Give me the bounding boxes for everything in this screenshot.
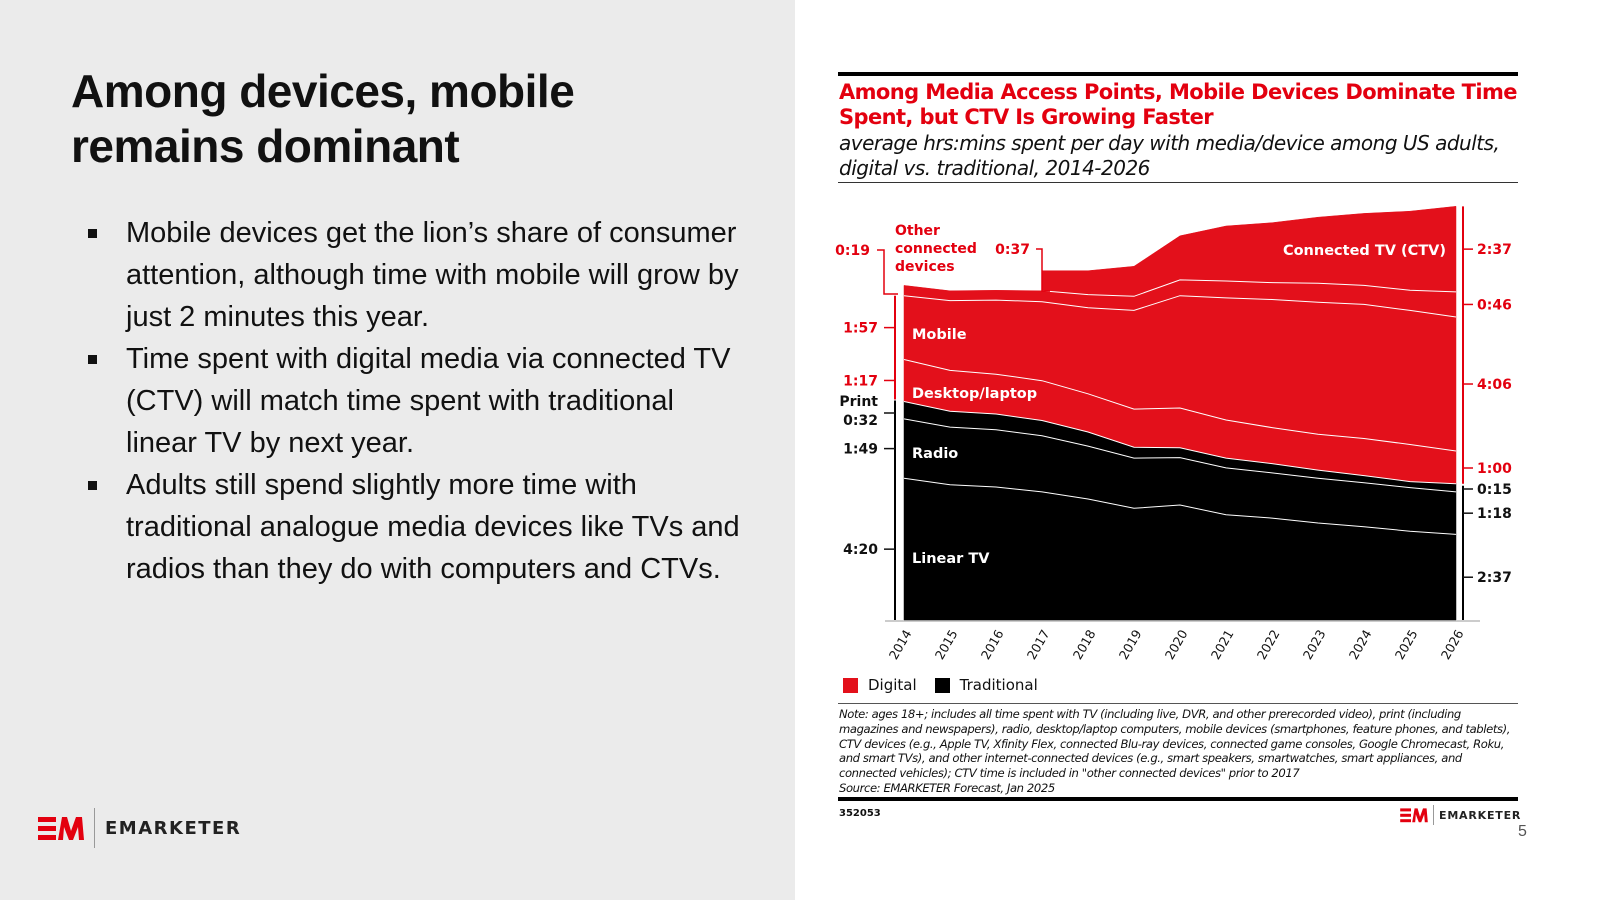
callout-label-line: Other [895,223,940,239]
chart-id: 352053 [839,808,881,819]
area-label: Radio [912,446,958,462]
boundary-line [903,418,1457,493]
logo-text: EMARKETER [105,817,242,839]
left-value-label: 1:57 [843,321,878,337]
x-tick-label: 2015 [932,627,961,662]
chart-title: Among Media Access Points, Mobile Device… [839,80,1517,129]
em-logo-icon [38,817,84,840]
logo-text: EMARKETER [1439,808,1522,822]
bullet-list: Mobile devices get the lion’s share of c… [88,212,748,590]
legend-swatch-traditional [934,677,950,693]
area-label: Mobile [912,327,967,343]
boundary-line [903,295,1457,318]
x-tick-label: 2018 [1070,627,1099,662]
right-value-label: 0:15 [1477,482,1512,498]
chart-top-rule [838,72,1518,76]
x-tick-label: 2025 [1392,627,1421,662]
callout-label-line: connected [895,241,977,257]
emarketer-logo-small: EMARKETER [1400,805,1521,825]
page-number: 5 [1518,823,1527,840]
x-tick-label: 2016 [978,627,1007,662]
print-label: Print [839,394,878,410]
x-tick-label: 2014 [886,627,915,662]
right-value-label: 0:46 [1477,297,1512,313]
bullet-square-icon [88,355,97,364]
chart-subtitle: average hrs:mins spent per day with medi… [839,131,1500,180]
legend-label: Traditional [959,676,1038,694]
legend-item-traditional: Traditional [934,676,1038,694]
left-value-label: 0:32 [843,413,878,429]
slide-title: Among devices, mobile remains dominant [71,65,575,172]
boundary-line [1041,279,1457,297]
left-value-label: 1:17 [843,373,878,389]
bullet-square-icon [88,229,97,238]
note-text: Note: ages 18+; includes all time spent … [839,707,1511,781]
left-panel [0,0,795,900]
bullet-text: Time spent with digital media via connec… [126,343,731,459]
left-value-label: 4:20 [843,542,878,558]
right-value-label: 4:06 [1477,377,1512,393]
x-tick-label: 2021 [1208,627,1237,662]
ctv-2017-bracket [1036,248,1050,292]
x-tick-label: 2017 [1024,627,1053,662]
x-tick-label: 2020 [1162,627,1191,662]
bullet-item: Time spent with digital media via connec… [88,338,748,464]
em-logo-icon [1400,808,1428,823]
left-value-label: 1:49 [843,442,878,458]
area-label: Desktop/laptop [912,386,1037,402]
ctv-2017-value: 0:37 [995,242,1030,258]
x-tick-label: 2019 [1116,627,1145,662]
callout-label-line: devices [895,259,955,275]
right-value-label: 2:37 [1477,570,1512,586]
area-label: Connected TV (CTV) [1283,243,1446,259]
bullet-text: Adults still spend slightly more time wi… [126,469,740,585]
logo-divider [94,808,95,848]
legend-label: Digital [868,676,917,694]
bullet-text: Mobile devices get the lion’s share of c… [126,217,739,333]
bullet-square-icon [88,481,97,490]
left-value-label: 0:19 [835,243,870,259]
legend-swatch-digital [843,677,858,693]
right-value-label: 1:18 [1477,506,1512,522]
x-tick-label: 2024 [1346,627,1375,662]
bullet-item: Adults still spend slightly more time wi… [88,464,748,590]
chart-note: Note: ages 18+; includes all time spent … [839,707,1519,796]
chart-note-rule [838,703,1518,704]
boundary-line [903,401,1457,485]
x-tick-label: 2026 [1438,627,1467,662]
source-text: Source: EMARKETER Forecast, Jan 2025 [839,780,1055,795]
callout-bracket [877,249,898,295]
bullet-item: Mobile devices get the lion’s share of c… [88,212,748,338]
chart-header-rule [838,182,1518,183]
chart-legend: Digital Traditional [843,676,1056,694]
boundary-line [903,477,1457,535]
right-value-label: 1:00 [1477,461,1512,477]
legend-item-digital: Digital [843,676,917,694]
right-value-label: 2:37 [1477,242,1512,258]
chart-bottom-rule [838,797,1518,801]
boundary-line [903,359,1457,452]
area-label: Linear TV [912,551,990,567]
logo-divider [1433,805,1434,825]
emarketer-logo: EMARKETER [38,808,241,848]
x-tick-label: 2023 [1300,627,1329,662]
x-tick-label: 2022 [1254,627,1283,662]
